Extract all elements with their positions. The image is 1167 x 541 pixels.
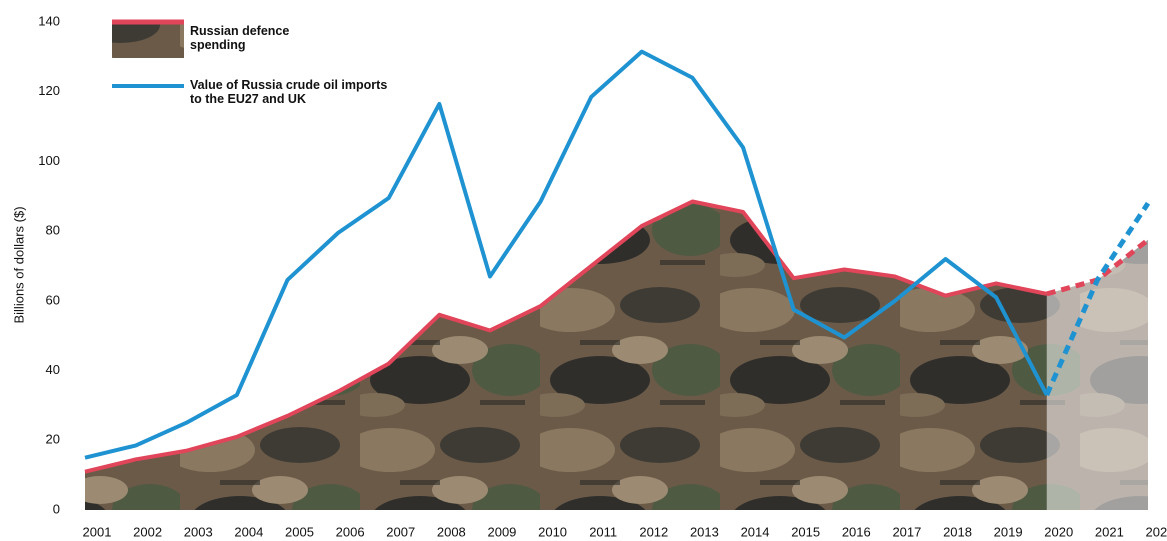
- y-tick-label: 100: [38, 153, 60, 168]
- x-tick-label: 2019: [994, 524, 1023, 539]
- x-tick-label: 2016: [842, 524, 871, 539]
- line-dashed: [1044, 201, 1151, 396]
- x-tick-label: 2006: [336, 524, 365, 539]
- x-tick-label: 2020: [1044, 524, 1073, 539]
- y-tick-label: 20: [46, 432, 60, 447]
- x-tick-label: 2013: [690, 524, 719, 539]
- x-tick-label: 2021: [1095, 524, 1124, 539]
- area-projection: [1046, 239, 1148, 510]
- x-tick-label: 2012: [639, 524, 668, 539]
- y-axis-label: Billions of dollars ($): [11, 206, 26, 323]
- x-tick-label: 2015: [791, 524, 820, 539]
- x-tick-label: 2018: [943, 524, 972, 539]
- x-tick-label: 2001: [83, 524, 112, 539]
- y-tick-label: 60: [46, 292, 60, 307]
- x-tick-label: 2022: [1146, 524, 1167, 539]
- x-tick-label: 2014: [741, 524, 770, 539]
- x-tick-label: 2004: [234, 524, 263, 539]
- line: [84, 49, 1049, 460]
- line: [84, 199, 1048, 474]
- x-tick-label: 2003: [184, 524, 213, 539]
- y-tick-label: 140: [38, 13, 60, 28]
- legend-swatch: [112, 22, 184, 58]
- x-tick-label: 2009: [487, 524, 516, 539]
- legend: [112, 19, 184, 88]
- x-tick-label: 2005: [285, 524, 314, 539]
- y-tick-label: 120: [38, 83, 60, 98]
- area: [85, 201, 1148, 510]
- legend-label: Russian defence spending: [190, 24, 290, 52]
- y-tick-label: 80: [46, 223, 60, 238]
- x-tick-label: 2002: [133, 524, 162, 539]
- x-tick-label: 2008: [437, 524, 466, 539]
- x-tick-label: 2017: [892, 524, 921, 539]
- y-tick-label: 40: [46, 362, 60, 377]
- legend-label: Value of Russia crude oil imports to the…: [190, 78, 388, 106]
- x-tick-label: 2011: [589, 524, 617, 539]
- x-tick-label: 2007: [386, 524, 415, 539]
- y-tick-label: 0: [53, 501, 60, 516]
- x-tick-label: 2010: [538, 524, 567, 539]
